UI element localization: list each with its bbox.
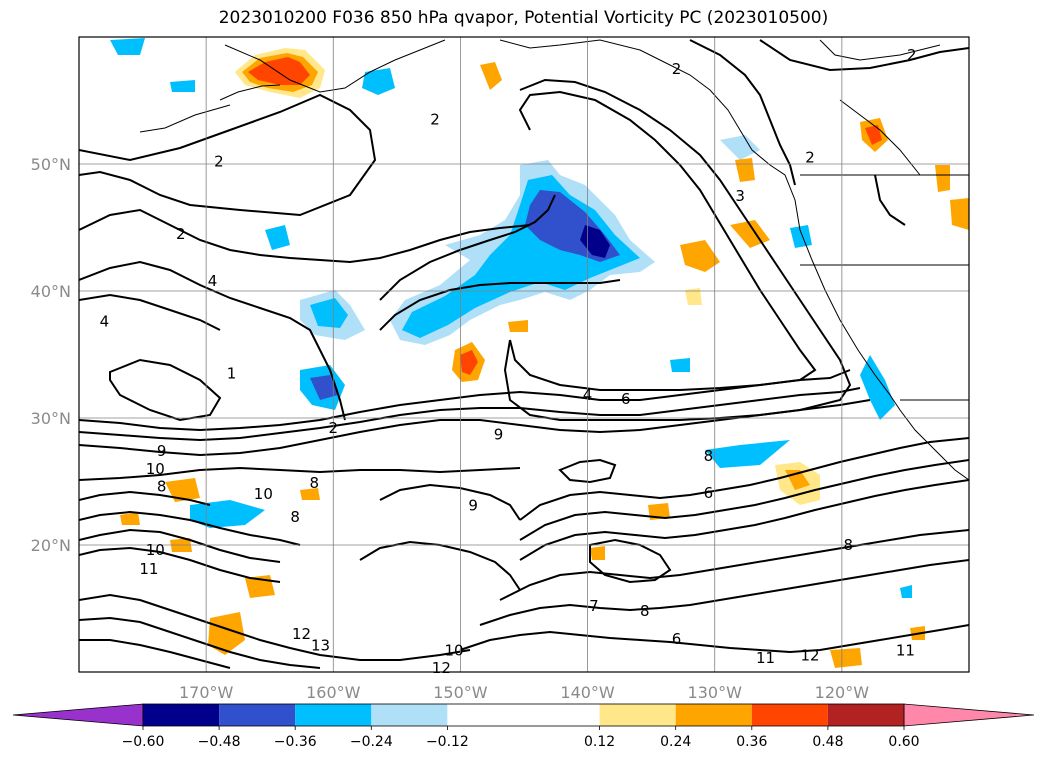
contour-label: 9: [468, 497, 478, 515]
contour-label: 4: [583, 386, 593, 404]
lat-tick-label: 20°N: [31, 536, 71, 555]
contour-label: 2: [430, 111, 440, 129]
lon-tick-label: 160°W: [306, 683, 361, 702]
contour-label: 12: [432, 659, 451, 677]
colorbar-segment: [447, 704, 600, 726]
lat-tick-label: 50°N: [31, 155, 71, 174]
contour-label: 11: [139, 560, 158, 578]
contour-label: 10: [445, 641, 464, 659]
contour-label: 11: [756, 649, 775, 667]
contour-label: 10: [146, 541, 165, 559]
colorbar-tick-label: 0.36: [736, 734, 767, 750]
contour-label: 3: [735, 187, 745, 205]
contour-label: 7: [589, 597, 599, 615]
contour-label: 1: [227, 365, 237, 383]
contour-label: 4: [100, 312, 110, 330]
contour-label: 13: [311, 636, 330, 654]
latitude-labels: 20°N 30°N 40°N 50°N: [31, 155, 71, 555]
contour-label: 10: [146, 460, 165, 478]
colorbar-segment: [143, 704, 220, 726]
colorbar-tick-label: 0.12: [584, 734, 615, 750]
lon-tick-label: 130°W: [688, 683, 743, 702]
colorbar-tick-label: 0.48: [812, 734, 843, 750]
lon-tick-label: 140°W: [560, 683, 615, 702]
contour-label: 6: [621, 390, 631, 408]
lon-tick-label: 150°W: [433, 683, 488, 702]
lon-tick-label: 170°W: [179, 683, 234, 702]
coastlines: [139, 39, 969, 481]
lon-tick-label: 120°W: [815, 683, 870, 702]
contour-label: 6: [704, 484, 714, 502]
contour-label: 8: [640, 602, 650, 620]
colorbar-tick-label: −0.36: [274, 734, 317, 750]
contour-label: 8: [157, 478, 167, 496]
contour-label: 8: [309, 474, 319, 492]
contour-label: 9: [494, 426, 504, 444]
colorbar-segment: [751, 704, 828, 726]
colorbar-segment: [371, 704, 448, 726]
longitude-labels: 170°W 160°W 150°W 140°W 130°W 120°W: [179, 683, 869, 702]
chart-title: 2023010200 F036 850 hPa qvapor, Potentia…: [218, 8, 829, 28]
contour-label: 2: [214, 152, 224, 170]
contour-label: 4: [208, 272, 218, 290]
colorbar-tick-label: −0.24: [350, 734, 393, 750]
contour-label: 8: [704, 447, 714, 465]
contour-label: 12: [801, 646, 820, 664]
colorbar-tick-label: 0.24: [660, 734, 691, 750]
colorbar-frame: [142, 703, 905, 727]
contour-label: 8: [290, 508, 300, 526]
colorbar-tick-label: −0.12: [426, 734, 469, 750]
colorbar-segment: [675, 704, 752, 726]
map-background: [79, 37, 969, 672]
contour-label: 10: [254, 485, 273, 503]
contour-label: 2: [907, 46, 917, 64]
map-frame: [78, 36, 970, 673]
colorbar-segment: [827, 704, 904, 726]
lat-tick-label: 40°N: [31, 282, 71, 301]
colorbar-tick-label: 0.60: [888, 734, 919, 750]
colorbar-segment: [295, 704, 372, 726]
contour-label: 6: [672, 630, 682, 648]
contour-label: 2: [672, 60, 682, 78]
contour-label: 2: [805, 149, 815, 167]
contour-label: 11: [896, 641, 915, 659]
contour-label: 2: [176, 225, 186, 243]
contour-label: 8: [843, 536, 853, 554]
pv-negative-shading: [110, 38, 912, 598]
colorbar: −0.60 −0.48 −0.36 −0.24 −0.12 0.12 0.24 0.36 0.4…: [12, 703, 1035, 750]
colorbar-segment: [219, 704, 296, 726]
colorbar-tick-label: −0.48: [198, 734, 241, 750]
colorbar-segment: [599, 704, 676, 726]
contour-label: 12: [292, 625, 311, 643]
contour-label: 9: [157, 442, 167, 460]
lat-tick-label: 30°N: [31, 409, 71, 428]
map-grid: [79, 37, 969, 672]
colorbar-extend-high: [903, 703, 1035, 727]
colorbar-extend-low: [12, 703, 144, 727]
contour-label: 2: [329, 419, 339, 437]
colorbar-tick-label: −0.60: [122, 734, 165, 750]
pv-contours: [79, 39, 969, 669]
